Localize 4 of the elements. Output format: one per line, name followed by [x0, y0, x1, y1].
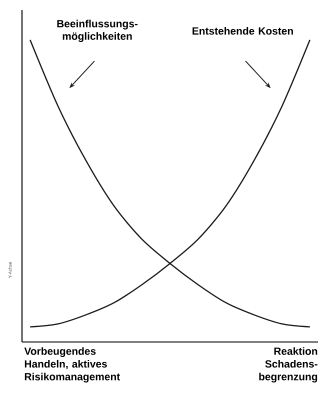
text: Beeinflussungs-möglichkeiten — [57, 20, 138, 42]
text: Vorbeugendes Handeln, aktives Risikomanagement — [24, 347, 120, 382]
text: Reaktion Schadens-begrenzung — [259, 347, 318, 382]
series-label: Entstehende Kosten — [192, 27, 293, 35]
